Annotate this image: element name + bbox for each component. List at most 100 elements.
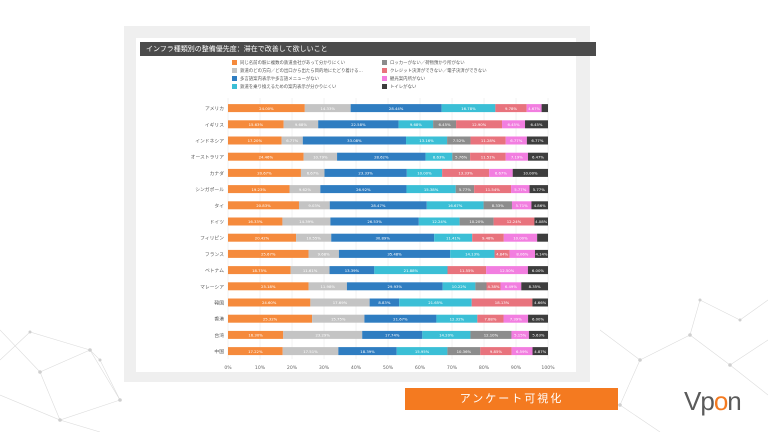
logo-text-end: n xyxy=(727,386,742,416)
data-label: 10.22% xyxy=(452,284,467,289)
bar-segment xyxy=(396,347,448,356)
data-label: 10.36% xyxy=(457,349,472,354)
data-label: 9.62% xyxy=(299,187,311,192)
bar-segment xyxy=(442,282,476,291)
bar-segment xyxy=(228,314,313,323)
data-label: 24.60% xyxy=(262,300,277,305)
legend-label: クレジット決済ができない／電子決済ができない xyxy=(390,69,487,74)
data-label: 17.51% xyxy=(303,349,318,354)
data-label: 5.15% xyxy=(514,333,526,338)
legend-label: 鉄道を乗り換えるための案内表示が分かりにくい xyxy=(240,85,337,90)
data-label: 33.08% xyxy=(347,138,362,143)
bar-segment xyxy=(477,314,504,323)
x-tick-label: 90% xyxy=(511,365,522,370)
bar-segment xyxy=(434,233,473,242)
data-label: 26.53% xyxy=(367,219,382,224)
bar-segment xyxy=(290,266,330,275)
legend-swatch xyxy=(382,68,387,73)
data-label: 16.30% xyxy=(248,333,263,338)
data-label: 11.98% xyxy=(321,284,336,289)
bar-segment xyxy=(534,217,548,226)
bar-segment xyxy=(474,185,512,194)
data-label: 7.88% xyxy=(484,316,496,321)
bar-segment xyxy=(406,168,443,177)
bar-segment xyxy=(500,282,522,291)
bar-segment xyxy=(511,201,532,210)
bar-segment xyxy=(525,120,548,129)
data-label: 21.65% xyxy=(428,300,443,305)
x-tick-label: 10% xyxy=(255,365,266,370)
bar-segment xyxy=(470,136,506,145)
bar-segment xyxy=(350,104,442,113)
category-label: ドイツ xyxy=(210,221,225,226)
bar-segment xyxy=(406,136,448,145)
bar-segment xyxy=(422,330,471,339)
bar-segment xyxy=(532,347,548,356)
bar-segment xyxy=(470,152,506,161)
bar-segment xyxy=(398,120,434,129)
bar-segment xyxy=(228,152,304,161)
data-label: 9.68% xyxy=(318,252,330,257)
bar-segment xyxy=(494,249,510,258)
legend-swatch xyxy=(382,84,387,89)
data-label: 12.10% xyxy=(484,333,499,338)
legend-label: ロッカーがない／荷物預かり所がない xyxy=(390,61,465,66)
bar-segment xyxy=(529,185,548,194)
data-label: 6.00% xyxy=(532,268,544,273)
category-label: マレーシア xyxy=(200,284,224,290)
data-label: 25.67% xyxy=(261,252,276,257)
x-tick-label: 40% xyxy=(351,365,362,370)
x-tick-label: 50% xyxy=(383,365,394,370)
data-label: 9.68% xyxy=(295,122,307,127)
data-label: 4.86% xyxy=(534,203,546,208)
category-label: カナダ xyxy=(210,170,225,177)
data-label: 9.03% xyxy=(308,203,320,208)
data-label: 4.67% xyxy=(528,106,540,111)
category-label: インドネシア xyxy=(195,139,224,145)
bar-segment xyxy=(512,168,548,177)
bar-segment xyxy=(503,314,529,323)
data-label: 8.35% xyxy=(529,284,541,289)
bar-segment xyxy=(495,104,527,113)
bar-segment xyxy=(304,104,351,113)
bar-segment xyxy=(310,298,370,307)
bar-segment xyxy=(283,120,319,129)
data-label: 17.69% xyxy=(333,300,348,305)
data-label: 7.39% xyxy=(510,316,522,321)
bar-segment xyxy=(228,282,309,291)
bar-segment xyxy=(532,298,548,307)
legend-item: 同じ名前の駅に複数の鉄道会社があって分かりにくい xyxy=(232,60,345,66)
data-label: 8.06% xyxy=(516,252,528,257)
bar-segment xyxy=(228,347,283,356)
survey-visualization-banner: アンケート可視化 xyxy=(405,388,618,410)
data-label: 17.22% xyxy=(248,349,263,354)
bar-segment xyxy=(282,347,339,356)
bar-segment xyxy=(312,314,365,323)
bar-segment xyxy=(282,217,331,226)
bar-segment xyxy=(228,185,290,194)
bar-segment xyxy=(442,168,490,177)
bar-segment xyxy=(369,298,400,307)
data-label: 14.20% xyxy=(439,333,454,338)
bar-segment xyxy=(502,120,526,129)
data-label: 6.45% xyxy=(439,122,451,127)
legend-label: 多言語案内表示や多言語メニューがない xyxy=(240,77,320,82)
category-label: 台湾 xyxy=(214,332,224,339)
data-label: 10.00% xyxy=(523,171,538,176)
category-label: イギリス xyxy=(205,122,224,128)
category-label: 韓国 xyxy=(214,300,224,307)
data-label: 16.67% xyxy=(448,203,463,208)
bar-segment xyxy=(228,168,301,177)
legend-label: トイレがない xyxy=(390,85,417,90)
bar-segment xyxy=(528,330,548,339)
data-label: 5.63% xyxy=(532,333,544,338)
bar-segment xyxy=(289,185,321,194)
legend-swatch xyxy=(382,60,387,65)
data-label: 6.77% xyxy=(531,138,543,143)
bar-segment xyxy=(330,217,419,226)
legend-swatch xyxy=(232,84,237,89)
bar-segment xyxy=(528,314,548,323)
legend-item: トイレがない xyxy=(382,84,416,90)
data-label: 23.29% xyxy=(315,333,330,338)
